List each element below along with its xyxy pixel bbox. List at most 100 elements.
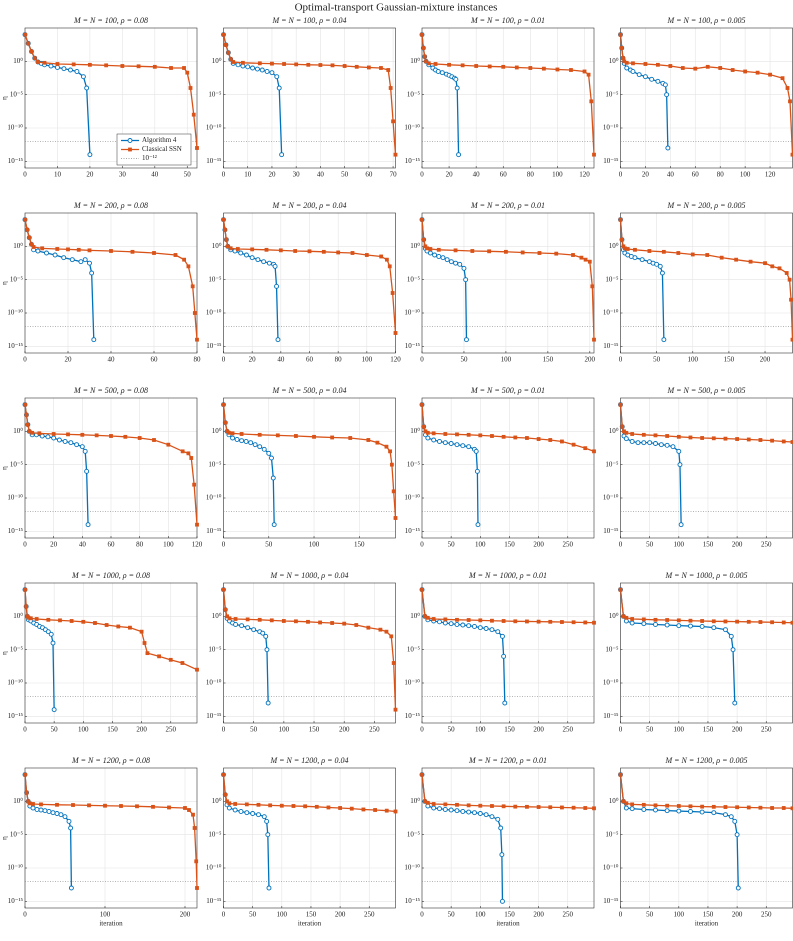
marker-circle (454, 622, 460, 627)
marker-square (294, 434, 298, 438)
marker-circle (454, 808, 460, 814)
marker-square (763, 261, 767, 266)
y-tick-label: 10⁰ (212, 797, 222, 805)
marker-square (230, 431, 235, 436)
marker-square (270, 61, 274, 66)
marker-square (621, 799, 626, 804)
marker-circle (66, 818, 72, 824)
marker-circle (688, 623, 693, 629)
x-tick-label: 200 (732, 541, 743, 549)
marker-square (350, 251, 355, 255)
y-axis-label: η (1, 836, 9, 840)
marker-square (225, 614, 230, 619)
marker-circle (91, 337, 97, 343)
marker-square (228, 57, 233, 62)
marker-square (186, 264, 191, 269)
marker-circle (735, 885, 741, 891)
y-tick-label: 10⁰ (609, 612, 619, 620)
marker-circle (500, 633, 505, 639)
marker-circle (51, 707, 57, 713)
x-axis-label: iteration (99, 920, 123, 928)
marker-square (466, 618, 471, 622)
marker-square (388, 449, 392, 454)
marker-circle (84, 85, 90, 91)
y-tick-label: 10⁻¹⁵ (206, 527, 222, 535)
x-tick-label: 40 (277, 356, 285, 364)
marker-square (128, 625, 132, 630)
marker-circle (61, 255, 67, 261)
marker-circle (276, 85, 282, 91)
x-tick-label: 250 (761, 726, 772, 734)
marker-square (36, 60, 40, 64)
marker-square (386, 68, 391, 72)
plot-frame (223, 212, 396, 354)
x-tick-label: 200 (136, 726, 147, 734)
marker-square (653, 433, 658, 438)
marker-square (723, 436, 728, 441)
marker-circle (444, 257, 450, 263)
subplot-title: M = N = 500, ρ = 0.04 (271, 386, 346, 395)
marker-square (152, 438, 156, 442)
legend-label: Algorithm 4 (142, 136, 177, 144)
marker-square (233, 617, 238, 621)
marker-square (621, 56, 625, 61)
y-tick-label: 10⁻¹⁰ (7, 309, 23, 317)
marker-square (306, 62, 311, 67)
x-tick-label: 100 (475, 541, 486, 549)
marker-square (24, 604, 29, 609)
marker-square (624, 430, 629, 435)
marker-square (735, 619, 740, 624)
marker-square (633, 247, 637, 252)
marker-square (571, 442, 576, 447)
marker-circle (501, 653, 507, 659)
marker-square (55, 802, 59, 807)
marker-circle (243, 252, 249, 258)
marker-square (735, 805, 740, 810)
x-tick-label: 40 (79, 541, 87, 549)
marker-square (330, 63, 335, 68)
marker-circle (431, 437, 437, 443)
marker-circle (54, 811, 60, 816)
marker-square (680, 66, 685, 70)
x-tick-label: 50 (653, 356, 661, 364)
marker-circle (432, 252, 438, 258)
x-tick-label: 80 (335, 356, 343, 364)
y-axis-label: η (1, 651, 9, 655)
x-axis-label: iteration (695, 920, 719, 928)
marker-square (780, 76, 785, 81)
marker-square (513, 435, 518, 440)
y-tick-label: 10⁻¹⁰ (206, 679, 222, 687)
marker-circle (500, 898, 505, 904)
marker-circle (629, 439, 635, 444)
x-tick-label: 100 (740, 171, 751, 179)
marker-square (223, 227, 227, 232)
marker-square (690, 252, 695, 257)
x-tick-label: 40 (108, 356, 116, 364)
marker-circle (676, 808, 682, 814)
x-tick-label: 40 (151, 171, 159, 179)
marker-square (294, 62, 299, 67)
marker-square (676, 434, 681, 439)
y-tick-label: 10⁻¹⁰ (7, 864, 23, 872)
x-tick-label: 100 (277, 911, 288, 919)
marker-square (195, 146, 199, 150)
marker-square (785, 86, 790, 90)
marker-square (361, 807, 366, 812)
marker-square (391, 119, 395, 124)
marker-square (25, 422, 30, 427)
marker-square (436, 247, 441, 252)
marker-square (354, 64, 359, 69)
marker-circle (234, 437, 240, 442)
y-tick-label: 10⁻¹⁰ (7, 124, 23, 132)
marker-square (770, 620, 774, 625)
marker-square (312, 434, 316, 439)
marker-square (23, 772, 27, 777)
plot-area (422, 398, 594, 538)
marker-square (676, 251, 681, 255)
x-tick-label: 150 (504, 911, 515, 919)
y-tick-label: 10⁻¹⁰ (206, 494, 222, 502)
marker-square (700, 804, 705, 809)
marker-square (619, 46, 624, 50)
y-tick-label: 10⁻¹⁰ (404, 864, 420, 872)
